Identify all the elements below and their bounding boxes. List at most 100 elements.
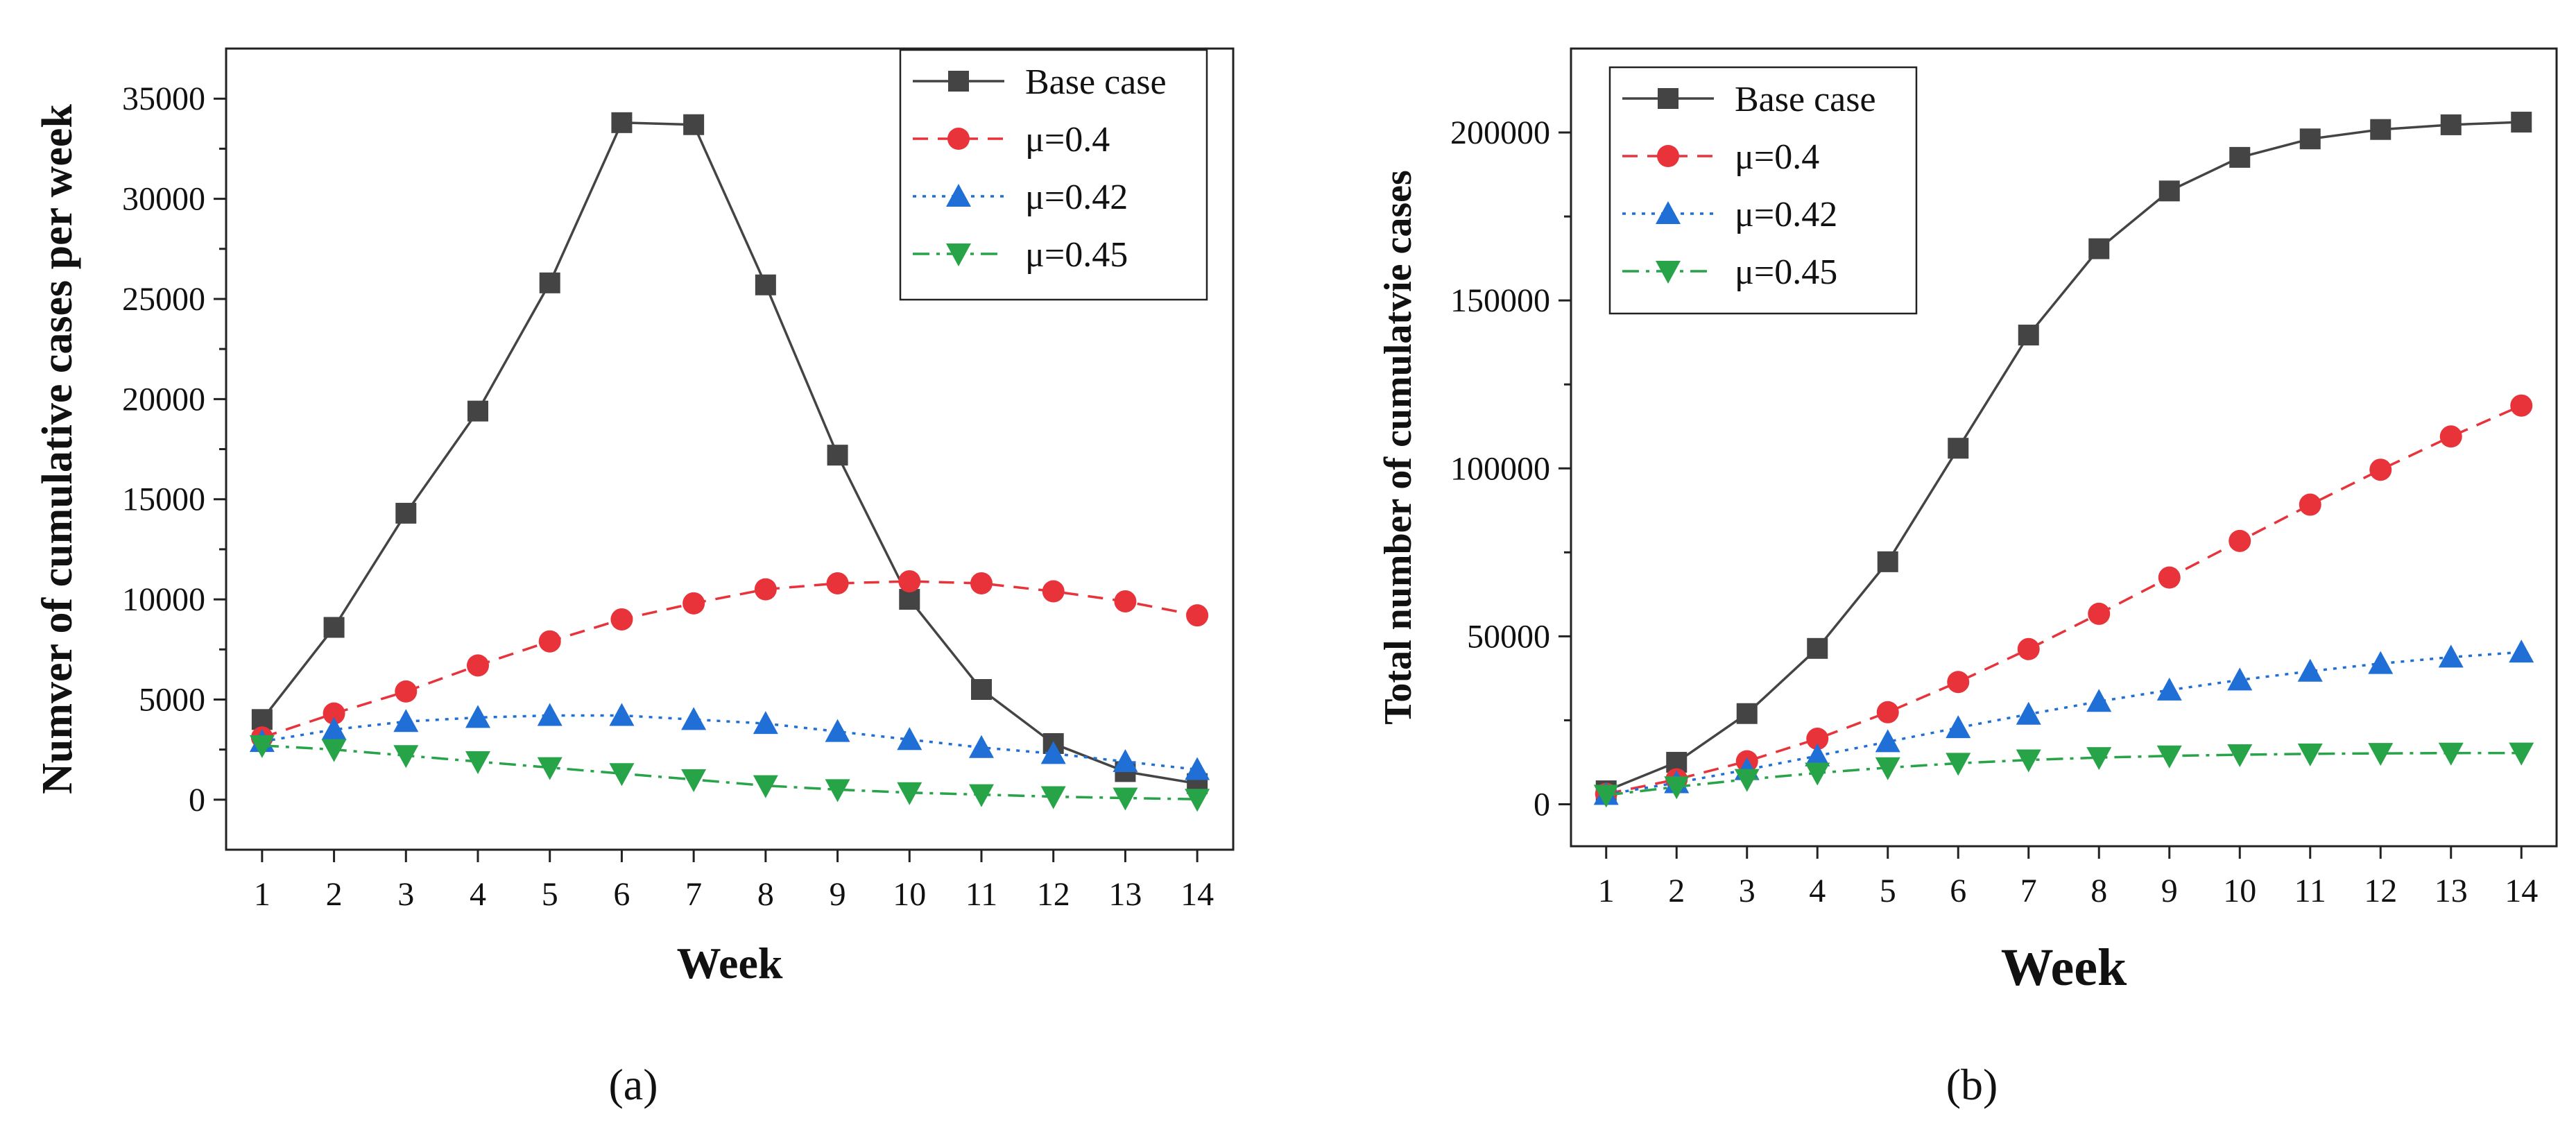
x-tick-label: 6: [613, 876, 630, 913]
data-point: [683, 114, 705, 135]
data-point: [753, 775, 778, 798]
y-tick-label: 25000: [122, 281, 205, 318]
legend-marker: [1657, 145, 1679, 167]
chart-b: 1 2 3 4 5 6 7 8 9 10 11 12 13 14050000100000150000200…: [1377, 47, 2558, 1109]
y-axis-title: Numver of cumulative cases per week: [34, 104, 81, 794]
data-point: [1877, 551, 1898, 572]
x-tick-label: 4: [1809, 873, 1826, 909]
data-point: [2016, 701, 2041, 725]
x-tick-label: 6: [1950, 873, 1966, 909]
data-point: [2370, 119, 2392, 140]
data-point: [537, 703, 563, 726]
data-point: [2297, 743, 2323, 766]
x-tick-label: 13: [1108, 876, 1142, 913]
data-point: [681, 707, 707, 730]
series-line-3: [1606, 751, 2522, 797]
caption: (b): [1946, 1060, 1998, 1109]
data-point: [465, 705, 490, 728]
data-point: [2368, 743, 2394, 766]
data-point: [611, 112, 633, 133]
data-point: [1875, 729, 1900, 753]
data-point: [2017, 637, 2040, 660]
data-point: [681, 769, 707, 792]
data-point: [249, 735, 275, 758]
data-point: [1807, 637, 1828, 659]
data-point: [1185, 789, 1210, 812]
x-tick-label: 10: [2223, 873, 2256, 909]
data-point: [825, 779, 850, 803]
data-point: [2509, 742, 2534, 766]
y-tick-label: 150000: [1450, 282, 1550, 319]
data-point: [538, 630, 561, 653]
data-point: [1946, 715, 1971, 739]
x-tick-label: 2: [1668, 873, 1685, 909]
data-point: [2440, 114, 2462, 135]
legend-label: μ=0.42: [1025, 178, 1128, 217]
data-point: [1664, 776, 1690, 800]
x-tick-label: 10: [893, 876, 926, 913]
data-point: [897, 727, 922, 751]
x-axis-title: Week: [677, 938, 783, 988]
legend-label: Base case: [1735, 80, 1876, 119]
data-point: [2086, 689, 2112, 712]
x-tick-label: 1: [254, 876, 271, 913]
y-tick-label: 30000: [122, 181, 205, 218]
data-point: [971, 679, 992, 700]
x-tick-label: 7: [685, 876, 702, 913]
data-point: [609, 763, 635, 787]
x-tick-label: 8: [757, 876, 774, 913]
data-point: [2086, 747, 2112, 771]
data-point: [1946, 753, 1971, 776]
data-point: [2368, 651, 2394, 674]
x-tick-label: 3: [397, 876, 414, 913]
x-tick-label: 9: [830, 876, 846, 913]
data-point: [1040, 786, 1066, 809]
data-point: [2299, 493, 2321, 516]
data-point: [1876, 701, 1899, 723]
data-point: [1113, 748, 1138, 772]
data-point: [1947, 671, 1970, 694]
data-point: [321, 739, 347, 762]
data-point: [970, 572, 993, 594]
data-point: [2297, 658, 2323, 682]
data-point: [395, 502, 417, 524]
data-point: [2227, 667, 2253, 691]
y-tick-label: 15000: [122, 481, 205, 518]
x-tick-label: 3: [1739, 873, 1755, 909]
data-point: [2018, 325, 2039, 346]
data-point: [1805, 762, 1830, 786]
legend-label: μ=0.4: [1025, 120, 1110, 160]
data-point: [2156, 745, 2182, 769]
data-point: [1875, 757, 1900, 780]
data-point: [969, 784, 994, 807]
x-tick-label: 14: [1180, 876, 1214, 913]
legend-label: μ=0.45: [1735, 252, 1837, 292]
data-point: [1806, 728, 1829, 751]
chart-a: 1 2 3 4 5 6 7 8 9 10 11 12 13 14050001000015000200002…: [34, 47, 1235, 1109]
data-point: [825, 719, 850, 742]
y-tick-label: 5000: [139, 681, 205, 718]
data-point: [2369, 458, 2392, 481]
data-point: [2229, 529, 2251, 552]
data-point: [1805, 743, 1830, 766]
x-tick-label: 13: [2435, 873, 2468, 909]
data-point: [393, 709, 419, 732]
y-tick-label: 10000: [122, 581, 205, 618]
legend: Base case μ=0.4 μ=0.42 μ=0.45: [1608, 66, 1918, 315]
data-point: [1593, 785, 1619, 808]
x-tick-label: 2: [326, 876, 343, 913]
legend-marker: [946, 184, 971, 207]
y-tick-label: 0: [1534, 786, 1550, 823]
data-point: [1186, 604, 1209, 627]
legend-label: μ=0.4: [1735, 137, 1819, 177]
data-point: [1185, 757, 1210, 780]
data-point: [1113, 787, 1138, 811]
data-point: [467, 654, 489, 677]
plot-frame: [1570, 47, 2558, 848]
data-point: [2158, 566, 2181, 589]
data-point: [2438, 644, 2464, 668]
data-point: [2511, 112, 2532, 133]
data-point: [467, 400, 488, 422]
data-point: [2439, 425, 2462, 448]
x-tick-label: 14: [2505, 873, 2538, 909]
